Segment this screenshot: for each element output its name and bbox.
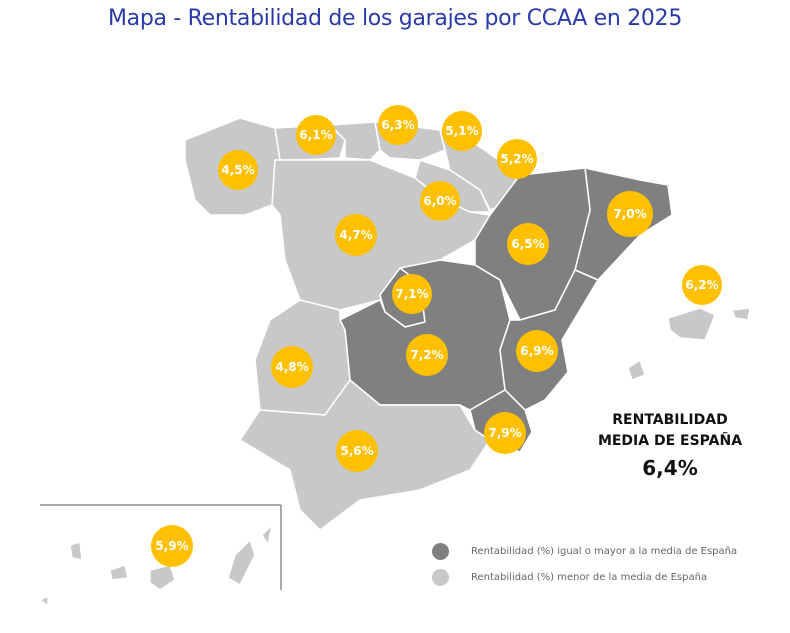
legend-label: Rentabilidad (%) igual o mayor a la medi… [471, 546, 738, 557]
bubble-circle [336, 430, 378, 472]
value-bubble: 6,2% [682, 265, 722, 305]
value-bubble: 6,0% [420, 181, 460, 221]
legend-item-below: Rentabilidad (%) menor de la media de Es… [432, 569, 707, 586]
bubble-circle [484, 412, 526, 454]
bubble-value: 7,0% [613, 207, 646, 221]
bubble-circle [406, 334, 448, 376]
value-bubble: 4,5% [218, 150, 258, 190]
bubble-circle [420, 181, 460, 221]
bubble-value: 5,9% [155, 539, 188, 553]
value-bubble: 5,1% [442, 111, 482, 151]
region-island [109, 564, 129, 581]
value-bubble: 7,0% [607, 191, 653, 237]
bubble-circle [335, 214, 377, 256]
bubble-value: 6,5% [511, 237, 544, 251]
bubble-circle [392, 274, 432, 314]
value-bubble: 4,8% [271, 346, 313, 388]
bubble-value: 7,9% [488, 426, 521, 440]
region-island [261, 524, 273, 546]
bubble-circle [607, 191, 653, 237]
region-canarias [627, 359, 646, 381]
bubble-value: 6,9% [520, 344, 553, 358]
bubble-circle [507, 223, 549, 265]
summary-line1: RENTABILIDAD [612, 412, 728, 428]
legend-swatch-light [432, 569, 449, 586]
bubble-value: 6,2% [685, 278, 718, 292]
bubble-circle [296, 115, 336, 155]
bubble-value: 5,2% [500, 152, 533, 166]
legend-item-above: Rentabilidad (%) igual o mayor a la medi… [432, 543, 737, 560]
bubble-circle [516, 330, 558, 372]
value-bubble: 7,2% [406, 334, 448, 376]
region-island [39, 595, 49, 607]
bubble-circle [218, 150, 258, 190]
bubble-circle [497, 139, 537, 179]
bubble-value: 4,8% [275, 360, 308, 374]
summary-value: 6,4% [642, 456, 698, 480]
value-bubble: 7,9% [484, 412, 526, 454]
value-bubble: 5,6% [336, 430, 378, 472]
bubble-value: 7,1% [395, 287, 428, 301]
bubble-value: 6,0% [423, 194, 456, 208]
bubble-value: 6,1% [299, 128, 332, 142]
bubble-value: 4,5% [221, 163, 254, 177]
bubble-circle [151, 525, 193, 567]
region-island [227, 539, 256, 586]
value-bubble: 6,5% [507, 223, 549, 265]
bubble-value: 4,7% [339, 228, 372, 242]
bubble-circle [442, 111, 482, 151]
value-bubble: 6,3% [378, 105, 418, 145]
bubble-value: 5,6% [340, 444, 373, 458]
value-bubble: 6,1% [296, 115, 336, 155]
bubble-value: 6,3% [381, 118, 414, 132]
value-bubble: 7,1% [392, 274, 432, 314]
region-island [149, 564, 176, 591]
bubble-circle [378, 105, 418, 145]
value-bubble: 6,9% [516, 330, 558, 372]
legend-swatch-dark [432, 543, 449, 560]
value-bubble: 5,2% [497, 139, 537, 179]
summary-line2: MEDIA DE ESPAÑA [597, 433, 743, 449]
bubble-circle [682, 265, 722, 305]
legend-label: Rentabilidad (%) menor de la media de Es… [471, 572, 708, 583]
region-island [69, 541, 83, 561]
region-island [731, 307, 751, 321]
bubble-circle [271, 346, 313, 388]
map-title: Mapa - Rentabilidad de los garajes por C… [107, 6, 683, 31]
bubble-value: 5,1% [445, 124, 478, 138]
bubble-value: 7,2% [410, 348, 443, 362]
region-baleares [667, 307, 716, 341]
national-average: RENTABILIDAD MEDIA DE ESPAÑA 6,4% [580, 410, 760, 480]
value-bubble: 4,7% [335, 214, 377, 256]
value-bubble: 5,9% [151, 525, 193, 567]
